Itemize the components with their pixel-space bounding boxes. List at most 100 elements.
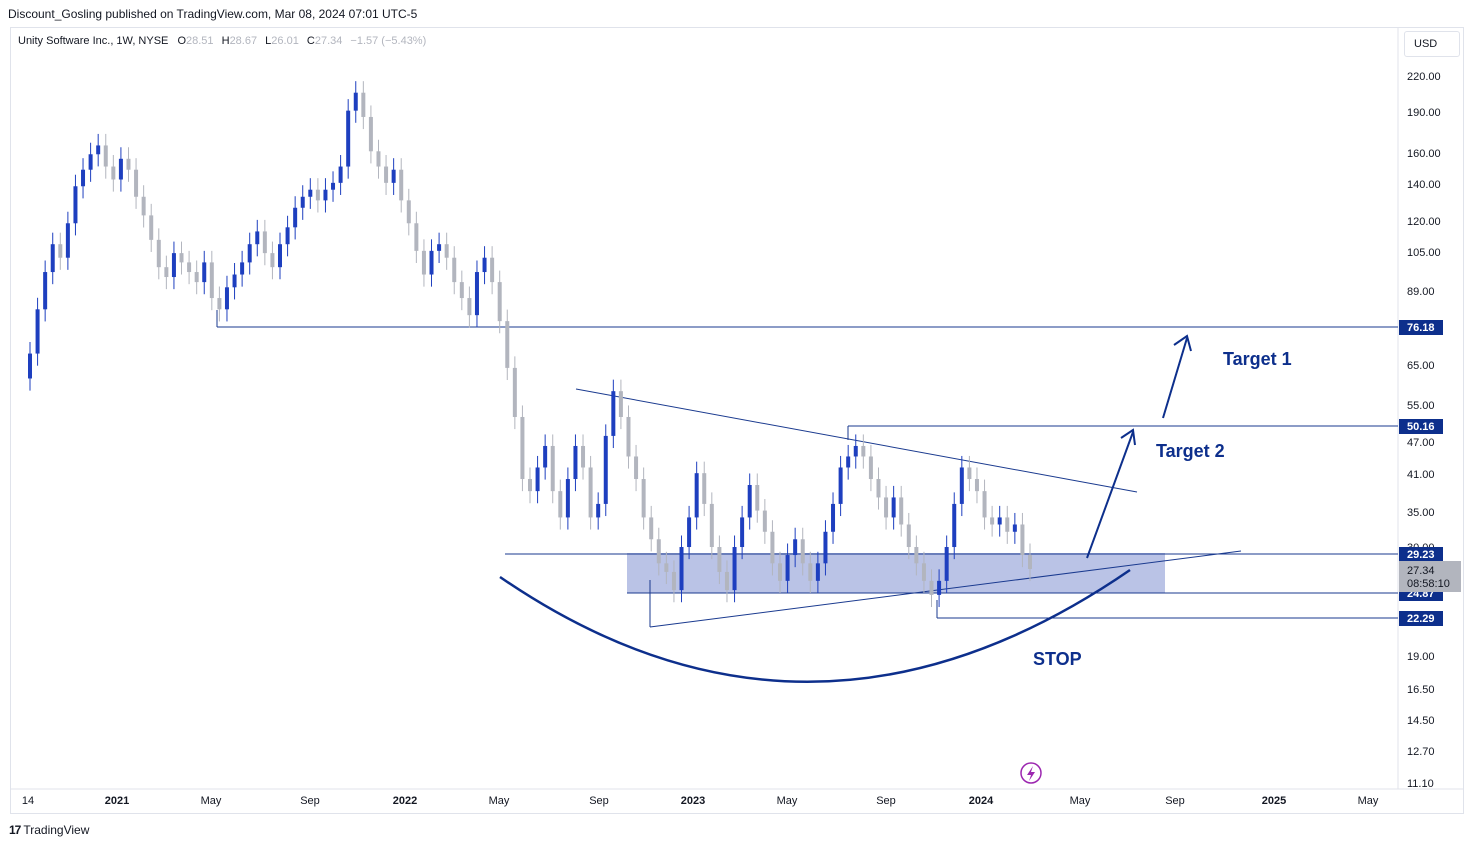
candle-body [588,467,593,518]
candle-body [391,169,396,183]
candle-body [323,189,328,201]
candle-body [414,223,419,251]
candle-body [596,503,601,518]
candle-body [906,524,911,548]
candle-body [232,274,237,288]
price-label-50: 50.16 [1407,421,1435,433]
last-price-countdown: 08:58:10 [1407,578,1450,590]
candle-body [247,244,252,263]
price-labels: 76.18 50.16 29.23 24.87 22.29 [1399,320,1461,626]
candle-body [58,244,63,258]
candle-body [262,231,267,254]
candle-body [944,547,949,581]
y-tick-label: 65.00 [1407,360,1435,372]
y-tick-label: 140.00 [1407,179,1441,191]
candle-body [694,473,699,518]
y-tick-label: 35.00 [1407,507,1435,519]
candle-body [474,272,479,316]
rounding-bottom-arc [499,568,1131,683]
candle-body [73,186,78,224]
candle-body [649,517,654,540]
candle-body [679,547,684,591]
candle-body [823,531,828,564]
candle-body [278,244,282,268]
candle-body [528,479,532,492]
descending-trendline [575,388,1138,493]
candle-body [353,92,358,111]
candle-body [982,491,987,518]
candle-body [103,145,108,167]
x-tick-label: 2023 [681,795,705,807]
y-tick-label: 47.00 [1407,437,1435,449]
annotation-target-2: Target 1 [1223,349,1292,369]
candle-body [35,309,40,354]
candle-body [618,391,623,417]
candle-body [921,563,926,581]
y-tick-label: 120.00 [1407,216,1441,228]
candle-body [490,257,495,283]
x-tick-label: Sep [1165,795,1185,807]
candle-body [891,497,896,518]
candle-body [194,272,199,283]
candle-body [520,416,525,480]
last-price-value: 27.34 [1407,565,1435,577]
candle-body [656,539,661,564]
tradingview-logo-icon: 17 [9,823,21,837]
candle-body [118,158,123,180]
candle-body [929,580,934,595]
candle-body [308,189,313,197]
candle-body [315,189,320,201]
legend-h-key: H [221,35,230,47]
footer-brand: TradingView [23,823,90,837]
candle-body [1028,555,1032,569]
candle-body [702,473,707,504]
candle-body [717,547,722,572]
candle-body [664,563,669,572]
candle-body [376,151,381,167]
lightning-icon[interactable] [1020,762,1042,784]
candle-body [399,169,404,201]
legend-c-val: 27.34 [314,35,343,47]
candle-body [861,445,866,457]
candle-body [270,253,275,268]
y-tick-label: 89.00 [1407,286,1435,298]
candle-body [482,257,487,273]
y-tick-label: 55.00 [1407,400,1435,412]
candle-body [535,467,540,492]
candle-body [846,456,851,468]
candle-body [785,555,790,581]
candle-body [65,223,70,258]
candle-body [126,158,131,170]
candle-body [346,110,351,167]
y-tick-label: 11.10 [1407,778,1434,790]
candle-body [581,445,586,468]
price-label-bg [1399,320,1443,335]
candle-body [543,445,548,468]
candle-body [300,196,305,208]
candle-body [770,531,775,564]
legend-o-val: 28.51 [186,35,214,47]
arrow-target-1-shaft [1086,431,1134,559]
candle-body [778,563,782,581]
candle-body [565,479,570,518]
candle-body [505,321,510,368]
candle-body [626,416,631,457]
currency-selector[interactable]: USD [1404,31,1460,57]
candle-body [437,244,442,251]
y-tick-label: 19.00 [1407,651,1435,663]
published-line: Discount_Gosling published on TradingVie… [8,7,418,21]
x-tick-label: 14 [22,795,34,807]
x-tick-label: May [1358,795,1379,807]
y-tick-label: 190.00 [1407,107,1441,119]
candle-body [1012,524,1017,532]
candle-body [240,262,245,275]
candle-body [459,282,464,299]
candle-body [724,571,729,591]
candle-body [747,484,752,518]
x-tick-label: 2022 [393,795,417,807]
candle-body [558,491,563,518]
candle-body [808,563,813,581]
candle-body [868,456,873,480]
candle-body [831,503,836,532]
